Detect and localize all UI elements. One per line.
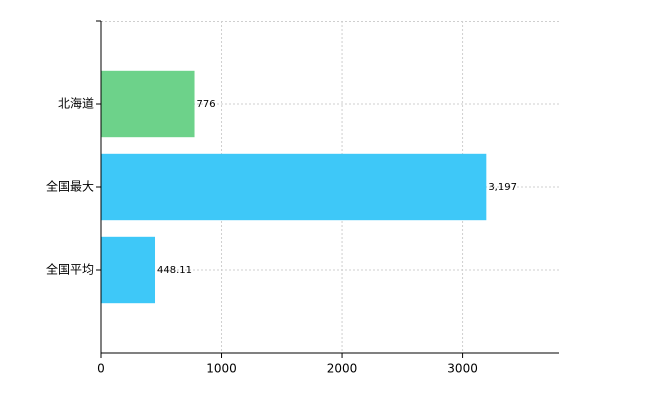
value-label: 3,197: [488, 182, 517, 193]
y-tick-label: 北海道: [58, 96, 94, 111]
bar: [101, 70, 195, 138]
value-label: 448.11: [157, 265, 192, 276]
y-tick-label: 全国最大: [46, 179, 94, 194]
y-tick-label: 全国平均: [46, 262, 94, 277]
x-tick-label: 3000: [447, 362, 478, 376]
bar: [101, 236, 156, 304]
x-tick-label: 0: [97, 362, 105, 376]
x-tick-label: 1000: [206, 362, 237, 376]
x-tick-label: 2000: [327, 362, 358, 376]
bar: [101, 153, 487, 221]
value-label: 776: [197, 99, 216, 110]
